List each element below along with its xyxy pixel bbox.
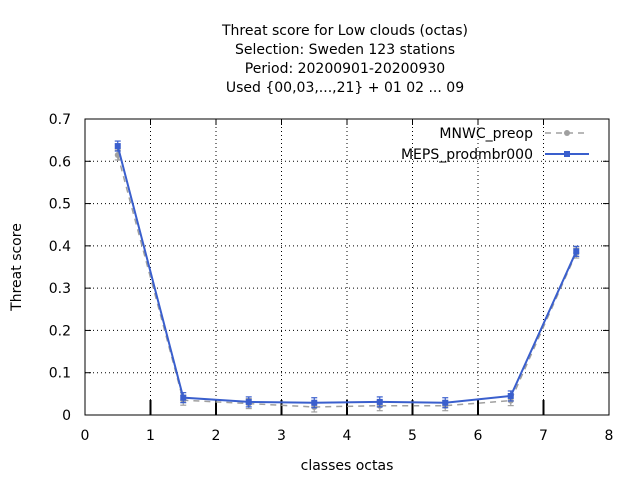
legend: MNWC_preop MEPS_prodmbr000 [401,126,589,163]
y-tick-label: 0.2 [49,323,71,339]
y-axis-ticks: 0 0.1 0.2 0.3 0.4 0.5 0.6 0.7 [49,112,609,424]
x-tick-label: 2 [212,428,221,444]
x-tick-label: 3 [277,428,286,444]
y-tick-label: 0.6 [49,154,71,170]
y-axis-label: Threat score [9,223,25,312]
x-axis-ticks: 0 1 2 3 4 5 6 7 8 [81,119,614,444]
legend-label: MNWC_preop [439,126,533,142]
title-line: Selection: Sweden 123 stations [235,42,455,58]
y-tick-label: 0.7 [49,112,71,128]
grid [85,119,609,415]
y-tick-label: 0.5 [49,197,71,213]
x-tick-label: 5 [408,428,417,444]
series-line [117,154,577,408]
series-lines [114,140,580,413]
title-line: Used {00,03,...,21} + 01 02 ... 09 [226,80,464,96]
y-tick-label: 0.3 [49,281,71,297]
legend-label: MEPS_prodmbr000 [401,147,533,163]
x-axis-label: classes octas [301,458,394,474]
x-tick-label: 4 [343,428,352,444]
y-tick-label: 0.1 [49,366,71,382]
x-tick-label: 8 [605,428,614,444]
x-tick-label: 6 [474,428,483,444]
x-tick-label: 0 [81,428,90,444]
y-tick-label: 0.4 [49,239,71,255]
series-line [116,145,578,404]
title-line: Threat score for Low clouds (octas) [221,23,468,39]
series-MEPS_prodmbr000 [114,140,580,409]
title-line: Period: 20200901-20200930 [245,61,445,77]
y-tick-label: 0 [62,408,71,424]
legend-marker [564,130,570,136]
chart-title: Threat score for Low clouds (octas) Selec… [221,23,468,96]
legend-marker [564,151,570,157]
x-tick-label: 7 [539,428,548,444]
x-tick-label: 1 [146,428,155,444]
